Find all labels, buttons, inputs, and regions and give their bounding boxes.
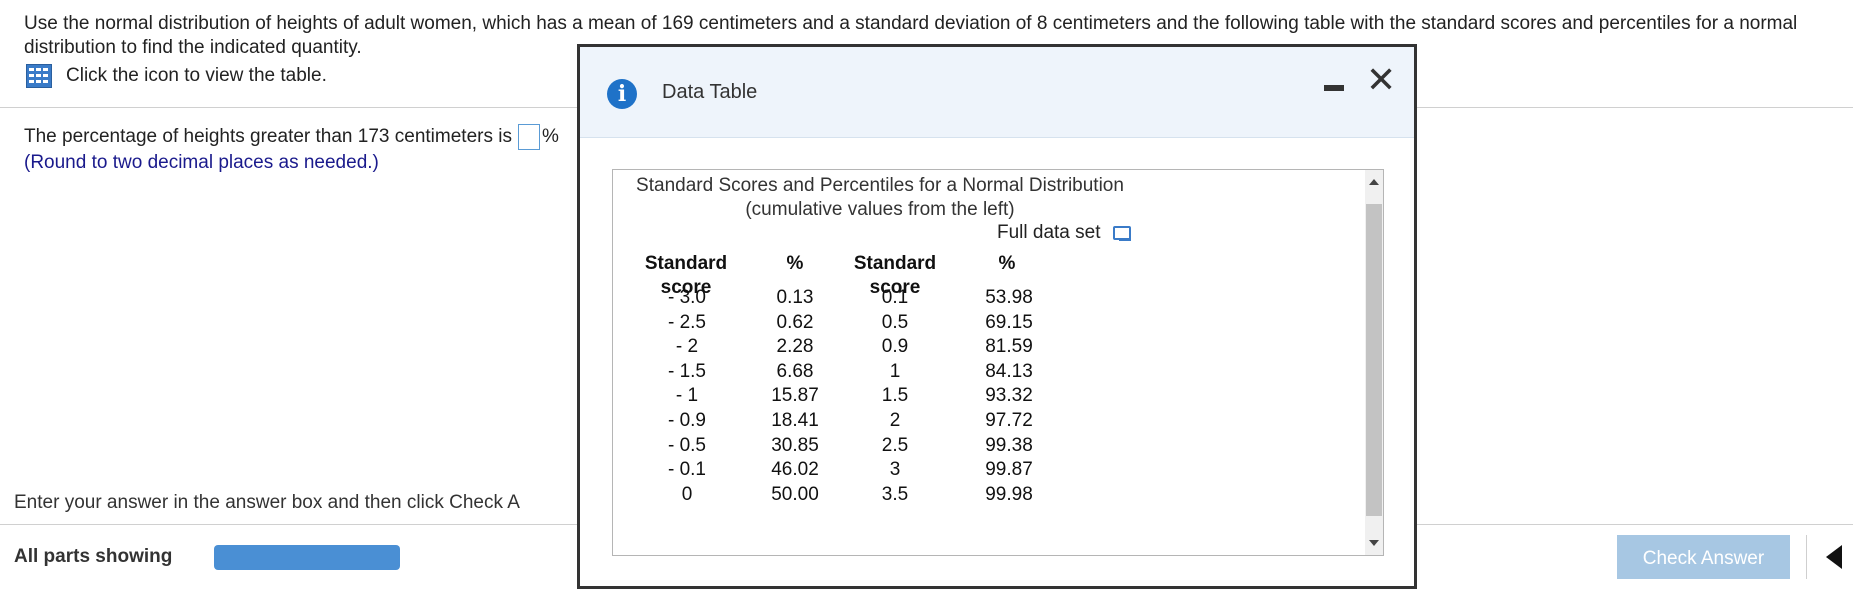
data-table-frame: Standard Scores and Percentiles for a No… [612,169,1384,556]
header-standard-score-1: Standard score [644,253,728,298]
right-percent-cell: 99.98 [985,483,1033,505]
back-arrow-icon[interactable] [1826,545,1842,569]
header-standard-score-2: Standard score [853,253,937,298]
right-percent-cell: 97.72 [985,410,1033,431]
right-score-cell: 2 [889,410,901,431]
right-score-cell: 0.9 [881,336,909,358]
left-percent-cell: 2.28 [776,336,814,358]
right-score-cell: 1.5 [881,385,909,407]
left-percent-cell: 30.85 [771,434,819,456]
left-score-cell: - 2 [675,336,699,358]
modal-title: Data Table [662,81,758,103]
left-percent-cell: 46.02 [771,459,819,481]
right-score-cell: 2.5 [881,434,909,456]
right-percent-cell: 53.98 [985,287,1033,308]
full-data-set-label[interactable]: Full data set [997,222,1101,243]
right-percent-cell: 99.87 [985,459,1033,481]
minimize-icon[interactable] [1324,85,1344,91]
table-grid-icon[interactable] [26,64,52,88]
answer-input[interactable] [517,124,540,150]
right-percent-cell: 99.38 [985,434,1033,456]
left-percent-cell: 15.87 [771,385,819,407]
left-score-cell: - 1 [675,385,699,407]
table-title: Standard Scores and Percentiles for a No… [636,175,1124,196]
left-percent-cell: 50.00 [771,483,819,505]
right-percent-cell: 69.15 [985,311,1033,333]
check-answer-button[interactable]: Check Answer [1617,535,1790,579]
question-text: Use the normal distribution of heights o… [24,13,1798,58]
left-score-cell: - 2.5 [667,311,707,333]
right-score-cell: 0.1 [881,287,909,308]
info-icon: i [607,79,637,109]
right-percent-cell: 81.59 [985,336,1033,358]
right-score-cell: 3.5 [881,483,909,505]
left-percent-cell: 6.68 [776,360,814,382]
right-score-cell: 0.5 [881,311,909,333]
instruction-text: Enter your answer in the answer box and … [14,492,520,513]
view-table-link[interactable]: Click the icon to view the table. [26,64,327,88]
scroll-up-icon[interactable] [1369,179,1379,185]
left-percent-cell: 18.41 [771,410,819,431]
all-parts-label: All parts showing [14,546,173,567]
header-percent-1: % [786,253,804,274]
left-percent-cell: 0.13 [776,287,814,308]
left-score-cell: - 0.9 [667,410,707,431]
full-data-set-link[interactable]: Full data set [997,222,1131,244]
data-table-modal: i Data Table ✕ Standard Scores and Perce… [577,44,1417,589]
header-percent-2: % [998,253,1016,274]
right-percent-cell: 93.32 [985,385,1033,407]
scroll-thumb[interactable] [1366,204,1382,516]
view-table-label[interactable]: Click the icon to view the table. [66,65,327,86]
scroll-down-icon[interactable] [1369,540,1379,546]
scrollbar[interactable] [1365,170,1383,555]
right-percent-cell: 84.13 [985,360,1033,382]
left-score-cell: 0 [681,483,693,505]
progress-bar [214,545,400,570]
full-data-set-icon[interactable] [1112,226,1131,241]
left-score-cell: - 0.1 [667,459,707,481]
right-score-cell: 1 [889,360,901,382]
left-score-cell: - 3.0 [667,287,707,308]
close-icon[interactable]: ✕ [1366,60,1397,101]
answer-unit: % [541,126,559,147]
modal-header: i Data Table ✕ [580,47,1414,138]
right-score-cell: 3 [889,459,901,481]
left-percent-cell: 0.62 [776,311,814,333]
answer-prompt: The percentage of heights greater than 1… [24,126,512,147]
answer-line: The percentage of heights greater than 1… [24,124,559,150]
left-score-cell: - 1.5 [667,360,707,382]
left-score-cell: - 0.5 [667,434,707,456]
table-subtitle: (cumulative values from the left) [745,199,1015,220]
nav-divider [1806,535,1807,579]
rounding-note: (Round to two decimal places as needed.) [24,152,379,173]
